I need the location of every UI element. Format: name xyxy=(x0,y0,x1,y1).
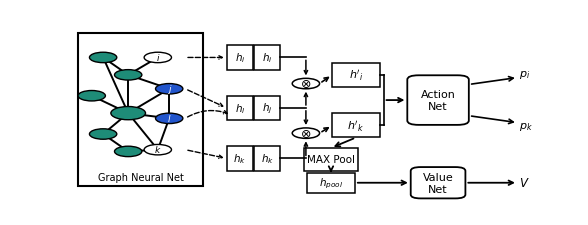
Text: Action
Net: Action Net xyxy=(420,90,456,111)
Text: Value
Net: Value Net xyxy=(423,172,453,194)
Text: i: i xyxy=(156,54,159,63)
Circle shape xyxy=(155,84,183,94)
Text: $h_k$: $h_k$ xyxy=(233,152,246,166)
Bar xyxy=(303,148,358,171)
Text: $h_{pool}$: $h_{pool}$ xyxy=(319,176,343,190)
Text: Graph Neural Net: Graph Neural Net xyxy=(98,172,183,182)
Bar xyxy=(254,146,280,171)
Bar xyxy=(254,46,280,70)
Circle shape xyxy=(292,128,320,139)
Text: l: l xyxy=(168,114,171,123)
Text: $h_i$: $h_i$ xyxy=(235,51,245,65)
Text: $h_l$: $h_l$ xyxy=(235,101,245,115)
Bar xyxy=(332,63,380,88)
Text: $h_k$: $h_k$ xyxy=(260,152,273,166)
Circle shape xyxy=(144,145,172,155)
Bar xyxy=(307,173,355,193)
Text: $h_j$: $h_j$ xyxy=(262,101,272,116)
Bar xyxy=(226,146,253,171)
FancyBboxPatch shape xyxy=(410,167,466,198)
Text: $p_k$: $p_k$ xyxy=(519,121,533,133)
Circle shape xyxy=(155,114,183,124)
Bar xyxy=(254,96,280,121)
Bar xyxy=(332,114,380,138)
Text: MAX Pool: MAX Pool xyxy=(307,155,355,164)
Text: $\otimes$: $\otimes$ xyxy=(300,127,312,140)
Text: $h_i$: $h_i$ xyxy=(262,51,272,65)
Circle shape xyxy=(78,91,105,101)
Text: $h'_i$: $h'_i$ xyxy=(349,68,363,83)
Circle shape xyxy=(89,129,117,140)
Circle shape xyxy=(111,107,145,120)
Bar xyxy=(78,34,203,186)
FancyBboxPatch shape xyxy=(407,76,469,125)
Circle shape xyxy=(292,79,320,89)
Text: $\otimes$: $\otimes$ xyxy=(300,78,312,91)
Bar xyxy=(226,46,253,70)
Circle shape xyxy=(144,53,172,63)
Text: $h'_k$: $h'_k$ xyxy=(348,118,365,133)
Text: j: j xyxy=(168,85,171,94)
Text: k: k xyxy=(155,146,161,155)
Text: $V$: $V$ xyxy=(519,176,530,189)
Bar xyxy=(226,96,253,121)
Circle shape xyxy=(115,146,142,157)
Text: $p_i$: $p_i$ xyxy=(519,69,530,81)
Circle shape xyxy=(115,70,142,81)
Circle shape xyxy=(89,53,117,63)
